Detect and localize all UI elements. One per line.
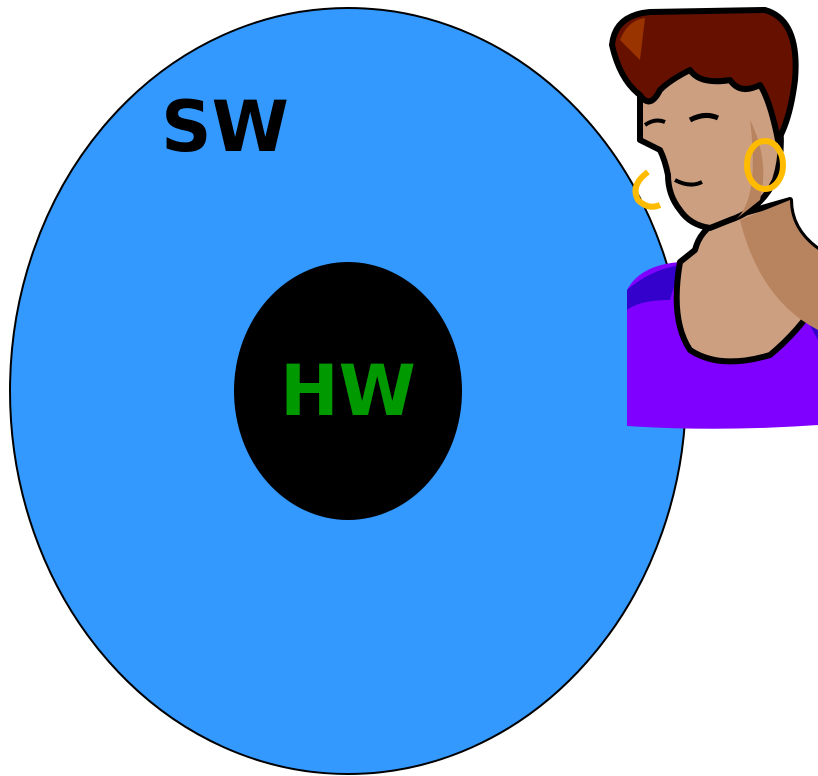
sw-label: SW — [161, 86, 289, 168]
hw-label: HW — [280, 350, 416, 432]
diagram: SW HW — [0, 0, 818, 776]
page: SW HW (() => { const data = JSON.parse(d… — [0, 0, 818, 776]
